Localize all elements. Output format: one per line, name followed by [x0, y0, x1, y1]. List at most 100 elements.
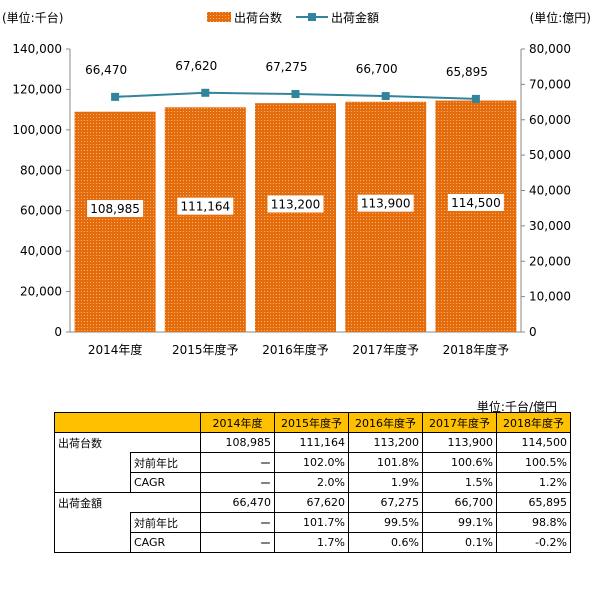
x-tick-label: 2017年度予	[352, 342, 419, 357]
table-cell: 101.7%	[274, 512, 349, 533]
table-cell: 1.9%	[348, 472, 423, 493]
table-cell: 67,620	[274, 492, 349, 513]
left-tick-label: 40,000	[20, 244, 62, 258]
combo-chart: (単位:千台) (単位:億円) 出荷台数 出荷金額 0 20,000 40,000 6…	[2, 10, 591, 357]
table-row: CAGR ー 1.7% 0.6% 0.1% -0.2%	[54, 532, 571, 553]
table-row: 対前年比 ー 101.7% 99.5% 99.1% 98.8%	[54, 512, 571, 533]
header-year: 2017年度予	[422, 412, 497, 433]
bar-label-background	[447, 194, 504, 212]
left-axis-unit: (単位:千台)	[2, 10, 63, 25]
right-axis-unit: (単位:億円)	[530, 10, 591, 25]
table-cell: 66,470	[200, 492, 275, 513]
table-cell: 102.0%	[274, 452, 349, 473]
table-row: 対前年比 ー 102.0% 101.8% 100.6% 100.5%	[54, 452, 571, 473]
table-cell: 0.1%	[422, 532, 497, 553]
left-tick-label: 60,000	[20, 204, 62, 218]
left-tick-label: 20,000	[20, 285, 62, 299]
line-series	[111, 88, 480, 103]
bar-label-background	[177, 197, 234, 215]
line-value-label: 65,895	[446, 65, 488, 79]
header-year: 2016年度予	[348, 412, 423, 433]
left-tick-label: 0	[54, 325, 62, 339]
header-blank-1	[54, 412, 131, 433]
bar-value-label: 111,164	[180, 200, 230, 214]
table-cell: ー	[200, 512, 275, 533]
right-tick-label: 40,000	[529, 184, 571, 198]
left-tick-label: 120,000	[12, 82, 62, 96]
table-row: 出荷台数 108,985 111,164 113,200 113,900 114…	[54, 432, 571, 453]
left-tick-label: 80,000	[20, 163, 62, 177]
line-point	[201, 88, 210, 97]
right-axis-ticks: 0 10,000 20,000 30,000 40,000 50,000 60,000 70,…	[521, 42, 571, 339]
row-group-label	[54, 512, 131, 533]
line-point	[111, 92, 120, 101]
x-tick-label: 2015年度予	[172, 342, 239, 357]
legend-bar-label: 出荷台数	[234, 10, 282, 25]
left-tick-label: 100,000	[12, 123, 62, 137]
bar	[435, 100, 517, 333]
table-cell: 108,985	[200, 432, 275, 453]
table-cell: 99.1%	[422, 512, 497, 533]
table-header-row: 2014年度 2015年度予 2016年度予 2017年度予 2018年度予	[54, 412, 571, 433]
legend: 出荷台数 出荷金額	[207, 10, 379, 25]
row-sub-label: CAGR	[130, 532, 201, 553]
table-cell: -0.2%	[496, 532, 571, 553]
header-year: 2018年度予	[496, 412, 571, 433]
table-cell: 111,164	[274, 432, 349, 453]
table-cell: 1.2%	[496, 472, 571, 493]
x-axis-labels: 2014年度 2015年度予 2016年度予 2017年度予 2018年度予	[88, 342, 509, 357]
table-cell: ー	[200, 452, 275, 473]
right-tick-label: 20,000	[529, 254, 571, 268]
row-group-label	[54, 532, 131, 553]
table-cell: 100.5%	[496, 452, 571, 473]
table-cell: ー	[200, 532, 275, 553]
right-tick-label: 80,000	[529, 42, 571, 56]
table-unit-note: 単位:千台/億円	[476, 400, 557, 414]
right-tick-label: 10,000	[529, 290, 571, 304]
table-cell: 1.7%	[274, 532, 349, 553]
bar-series	[74, 100, 517, 333]
bar-value-label: 113,200	[271, 197, 321, 211]
table-cell: 114,500	[496, 432, 571, 453]
x-tick-label: 2014年度	[88, 342, 143, 357]
bar-value-labels: 108,985 111,164 113,200 113,900 114,500	[87, 194, 504, 218]
table-cell: 66,700	[422, 492, 497, 513]
left-axis-ticks: 0 20,000 40,000 60,000 80,000 100,000 120,000 1…	[12, 42, 70, 339]
table-row: CAGR ー 2.0% 1.9% 1.5% 1.2%	[54, 472, 571, 493]
table-cell: 0.6%	[348, 532, 423, 553]
table-cell: 1.5%	[422, 472, 497, 493]
bar	[345, 101, 427, 333]
right-tick-label: 30,000	[529, 219, 571, 233]
line-value-label: 66,700	[356, 62, 398, 76]
row-sub-label: 対前年比	[130, 452, 201, 473]
line-point	[291, 90, 300, 99]
table-cell: 100.6%	[422, 452, 497, 473]
table-cell: 98.8%	[496, 512, 571, 533]
legend-line-label: 出荷金額	[331, 10, 379, 25]
bar	[255, 103, 336, 332]
bar-label-background	[87, 200, 144, 218]
row-group-label: 出荷金額	[54, 492, 131, 513]
row-sub-label	[130, 492, 201, 513]
header-year: 2014年度	[200, 412, 275, 433]
x-tick-label: 2016年度予	[262, 342, 329, 357]
right-tick-label: 0	[529, 325, 537, 339]
legend-bar-swatch	[207, 12, 231, 22]
table-cell: 113,200	[348, 432, 423, 453]
bar-value-label: 114,500	[451, 196, 501, 210]
line-value-labels: 66,470 67,620 67,275 66,700 65,895	[85, 59, 488, 79]
row-sub-label: 対前年比	[130, 512, 201, 533]
left-tick-label: 140,000	[12, 42, 62, 56]
bar-value-label: 113,900	[361, 197, 411, 211]
right-tick-label: 60,000	[529, 113, 571, 127]
right-tick-label: 50,000	[529, 148, 571, 162]
table-cell: 113,900	[422, 432, 497, 453]
x-tick-label: 2018年度予	[443, 342, 510, 357]
bar	[74, 111, 156, 332]
line-value-label: 67,275	[266, 60, 308, 74]
data-table: 2014年度 2015年度予 2016年度予 2017年度予 2018年度予 出…	[54, 412, 571, 553]
row-sub-label: CAGR	[130, 472, 201, 493]
table-row: 出荷金額 66,470 67,620 67,275 66,700 65,895	[54, 492, 571, 513]
table-cell: 99.5%	[348, 512, 423, 533]
row-sub-label	[130, 432, 201, 453]
